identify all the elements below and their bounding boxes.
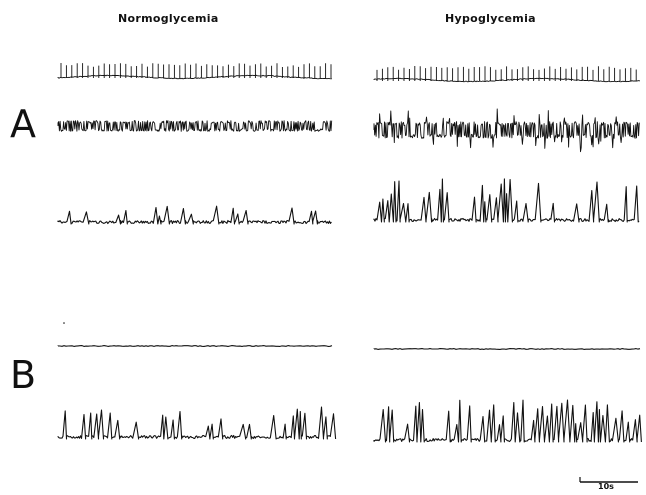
- panel-label-b: B: [10, 353, 37, 397]
- trace-b-normoglycemia-6: [57, 345, 333, 347]
- scale-bar-label: 10s: [598, 482, 614, 491]
- column-title-hypoglycemia: Hypoglycemia: [445, 12, 536, 25]
- trace-a-hypoglycemia-3: [373, 66, 640, 83]
- trace-a-normoglycemia-2: [57, 205, 332, 225]
- trace-b-hypoglycemia-9: [373, 399, 642, 443]
- trace-a-normoglycemia-1: [57, 120, 333, 132]
- panel-label-a: A: [10, 102, 36, 146]
- scale-bar: [579, 477, 638, 483]
- trace-a-hypoglycemia-5: [373, 178, 640, 223]
- trace-a-hypoglycemia-4: [373, 108, 640, 153]
- column-title-normoglycemia: Normoglycemia: [118, 12, 219, 25]
- trace-a-normoglycemia-0: [57, 63, 333, 80]
- speck-mark: [63, 322, 65, 324]
- trace-b-normoglycemia-7: [57, 406, 337, 440]
- trace-group: [57, 63, 642, 443]
- trace-b-hypoglycemia-8: [373, 348, 641, 350]
